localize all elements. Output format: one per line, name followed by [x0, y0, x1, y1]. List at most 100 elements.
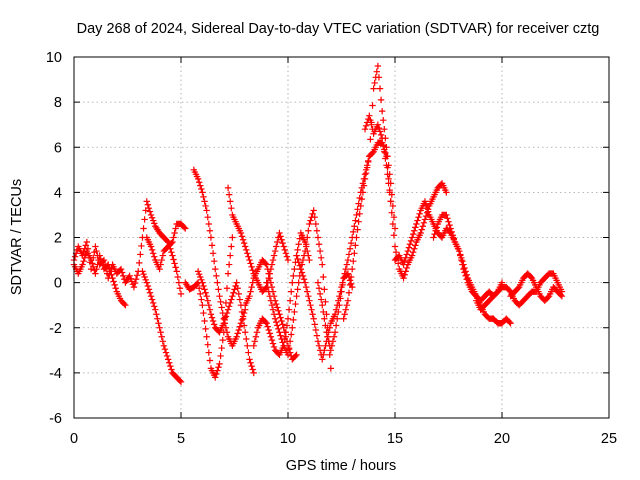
data-point — [363, 119, 371, 126]
data-point — [268, 336, 276, 344]
data-point — [378, 135, 386, 142]
data-point — [249, 279, 256, 286]
data-point — [390, 232, 398, 239]
data-point — [206, 227, 214, 234]
data-point — [159, 338, 167, 345]
data-point — [239, 236, 247, 243]
data-point — [282, 333, 290, 340]
data-point — [93, 247, 100, 255]
data-point — [264, 323, 271, 330]
data-point — [424, 208, 432, 215]
data-point — [409, 248, 417, 256]
data-point — [340, 315, 347, 322]
data-point — [358, 195, 366, 203]
data-point — [304, 234, 311, 241]
x-tick-label: 5 — [177, 431, 185, 447]
data-point — [307, 301, 314, 309]
data-point — [419, 223, 427, 230]
data-point — [199, 279, 206, 286]
data-point — [430, 234, 437, 241]
data-point — [322, 322, 329, 329]
data-point — [90, 263, 97, 271]
data-point — [204, 213, 211, 221]
data-point — [383, 144, 390, 151]
data-point — [402, 268, 409, 275]
data-point — [228, 296, 235, 303]
data-point — [92, 243, 99, 250]
data-point — [205, 220, 213, 228]
y-tick-label: 2 — [54, 231, 62, 247]
data-point — [202, 202, 209, 210]
data-point — [359, 189, 367, 196]
data-point — [209, 250, 217, 257]
data-point — [293, 252, 300, 259]
data-point — [416, 210, 423, 218]
data-point — [162, 349, 170, 356]
data-point — [163, 352, 171, 360]
data-point — [298, 269, 306, 276]
data-point — [279, 321, 286, 328]
data-point — [157, 261, 164, 268]
series-track-n — [340, 62, 399, 322]
data-point — [392, 248, 400, 256]
data-point — [367, 136, 374, 143]
data-point — [306, 220, 313, 228]
series-track-f — [182, 234, 236, 381]
data-point — [408, 252, 416, 259]
data-point — [306, 297, 313, 304]
data-point — [381, 126, 388, 133]
data-point — [207, 311, 215, 318]
data-point — [418, 226, 425, 233]
data-point — [456, 247, 463, 255]
data-point — [147, 211, 155, 219]
data-point — [176, 285, 184, 292]
data-point — [141, 273, 148, 281]
data-point — [339, 281, 346, 289]
data-point — [214, 367, 221, 374]
data-point — [234, 330, 241, 337]
data-point — [282, 250, 290, 257]
data-point — [354, 226, 361, 233]
data-point — [336, 301, 343, 309]
x-tick-label: 0 — [70, 431, 78, 447]
data-point — [366, 153, 373, 160]
data-point — [342, 265, 349, 273]
data-point — [137, 251, 144, 258]
data-point — [263, 261, 270, 268]
data-point — [94, 261, 101, 268]
data-point — [375, 74, 383, 81]
data-point — [448, 228, 455, 236]
data-point — [402, 254, 409, 262]
data-point — [81, 254, 88, 262]
data-point — [374, 121, 382, 128]
data-point — [270, 343, 278, 351]
data-point — [445, 218, 452, 225]
data-point — [323, 329, 330, 336]
data-point — [203, 333, 210, 340]
data-point — [376, 128, 384, 135]
data-point — [361, 175, 369, 183]
data-point — [79, 261, 86, 268]
data-point — [391, 225, 399, 232]
data-point — [366, 112, 373, 119]
data-point — [110, 278, 117, 285]
data-point — [279, 339, 286, 346]
data-point — [371, 79, 378, 87]
axis-ticks: 0 5 10 15 20 25 -6 -4 -2 0 2 4 6 8 10 — [46, 50, 617, 447]
data-point — [310, 207, 317, 214]
data-point — [313, 332, 321, 339]
data-point — [149, 299, 157, 307]
data-point — [327, 365, 334, 372]
data-point — [334, 315, 341, 322]
data-point — [374, 62, 382, 70]
data-point — [145, 286, 153, 293]
data-point — [242, 329, 249, 336]
data-point — [170, 234, 177, 241]
data-point — [148, 246, 156, 254]
data-point — [262, 318, 269, 326]
data-point — [169, 252, 176, 259]
data-point — [250, 342, 257, 349]
data-point — [352, 217, 359, 224]
data-point — [346, 281, 354, 289]
data-point — [293, 292, 300, 300]
